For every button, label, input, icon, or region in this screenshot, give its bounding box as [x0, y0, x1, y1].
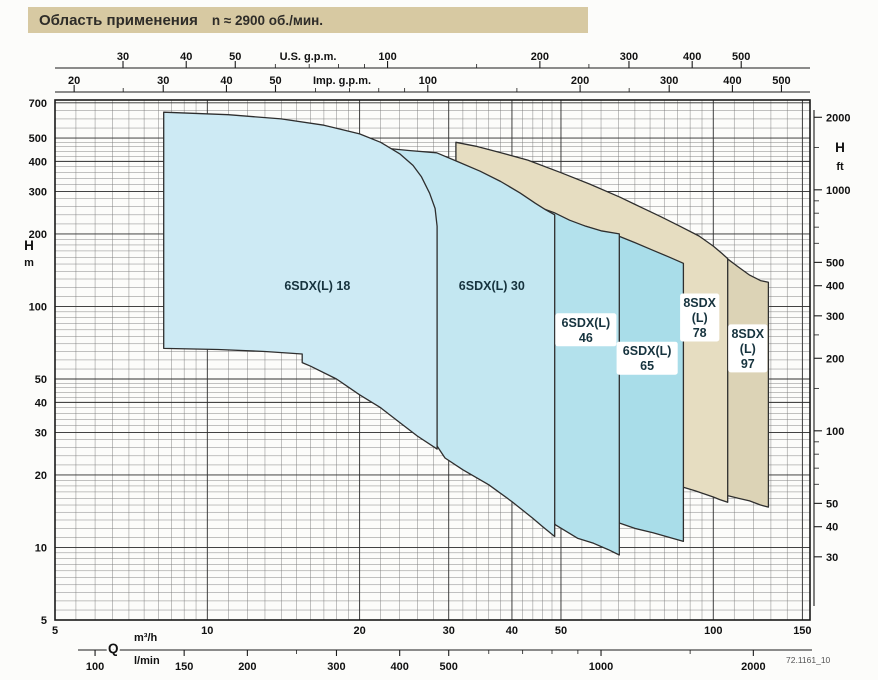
- title-speed: n ≈ 2900 об./мин.: [211, 12, 324, 28]
- svg-text:50: 50: [555, 625, 567, 637]
- region-label: 6SDX(L) 18: [284, 279, 350, 293]
- svg-text:200: 200: [29, 229, 47, 241]
- svg-text:500: 500: [29, 133, 47, 145]
- svg-text:50: 50: [269, 75, 281, 87]
- svg-text:300: 300: [826, 311, 844, 323]
- svg-text:200: 200: [826, 353, 844, 365]
- svg-text:U.S. g.p.m.: U.S. g.p.m.: [280, 51, 337, 63]
- svg-text:500: 500: [826, 257, 844, 269]
- svg-text:40: 40: [180, 51, 192, 63]
- axis-top-us: 30 40 50 100 200 300 400 500 U.S. g.p.m.: [55, 51, 810, 69]
- svg-text:400: 400: [723, 75, 741, 87]
- region-label: 6SDX(L) 30: [459, 279, 525, 293]
- svg-text:400: 400: [391, 661, 409, 673]
- svg-text:10: 10: [201, 625, 213, 637]
- flow-axis-legend: Qm³/h l/min: [106, 630, 162, 669]
- svg-text:1000: 1000: [589, 661, 613, 673]
- title-bar: Область применения n ≈ 2900 об./мин.: [28, 7, 588, 33]
- region-label: (L): [692, 311, 708, 325]
- svg-text:Imp. g.p.m.: Imp. g.p.m.: [313, 75, 371, 87]
- svg-text:1000: 1000: [826, 185, 850, 197]
- head-ft-label: H: [835, 140, 845, 155]
- axis-top-imp: 20 30 40 50 100 200 300 400 500 Imp. g.p.m.: [55, 75, 810, 93]
- svg-text:300: 300: [327, 661, 345, 673]
- region-label: 97: [741, 357, 755, 371]
- svg-text:400: 400: [826, 281, 844, 293]
- svg-text:500: 500: [772, 75, 790, 87]
- svg-text:40: 40: [826, 522, 838, 534]
- m-unit-label: m: [24, 257, 34, 269]
- svg-text:30: 30: [35, 427, 47, 439]
- svg-text:100: 100: [29, 301, 47, 313]
- label-chip: [555, 313, 617, 347]
- region-label: 46: [579, 331, 593, 345]
- svg-text:100: 100: [704, 625, 722, 637]
- svg-text:500: 500: [732, 51, 750, 63]
- region-6sdx-l-18: [163, 111, 438, 450]
- svg-text:300: 300: [660, 75, 678, 87]
- axis-bottom-lmin: 100 150 200 300 400 500 1000 2000: [78, 649, 812, 673]
- drawing-code: 72.1161_10: [786, 655, 831, 665]
- svg-text:100: 100: [378, 51, 396, 63]
- svg-text:300: 300: [620, 51, 638, 63]
- q-label: Q: [108, 641, 119, 656]
- lmin-unit-label: l/min: [134, 655, 160, 667]
- region-label: 8SDX: [731, 327, 764, 341]
- svg-text:40: 40: [35, 397, 47, 409]
- axis-bottom-m3h: 5 10 20 30 40 50 100 150: [52, 625, 812, 637]
- svg-text:150: 150: [175, 661, 193, 673]
- label-chip: [728, 324, 768, 373]
- region-label: 8SDX: [683, 296, 716, 310]
- svg-text:10: 10: [35, 542, 47, 554]
- region-label: 65: [640, 359, 654, 373]
- region-label: 78: [693, 326, 707, 340]
- svg-text:5: 5: [52, 625, 58, 637]
- region-label: 6SDX(L): [562, 316, 611, 330]
- region-label: (L): [740, 342, 756, 356]
- svg-text:400: 400: [683, 51, 701, 63]
- svg-text:50: 50: [229, 51, 241, 63]
- svg-text:50: 50: [35, 374, 47, 386]
- svg-text:40: 40: [220, 75, 232, 87]
- region-label: 6SDX(L): [623, 344, 672, 358]
- svg-text:30: 30: [157, 75, 169, 87]
- svg-text:700: 700: [29, 98, 47, 110]
- svg-text:400: 400: [29, 156, 47, 168]
- m3h-unit-label: m³/h: [134, 632, 158, 644]
- svg-text:100: 100: [419, 75, 437, 87]
- svg-text:100: 100: [826, 426, 844, 438]
- label-chip: [616, 341, 678, 375]
- svg-text:2000: 2000: [741, 661, 765, 673]
- svg-text:200: 200: [531, 51, 549, 63]
- svg-text:150: 150: [793, 625, 811, 637]
- plot-frame: [54, 99, 811, 621]
- svg-text:20: 20: [68, 75, 80, 87]
- svg-text:40: 40: [506, 625, 518, 637]
- svg-text:100: 100: [86, 661, 104, 673]
- svg-text:50: 50: [826, 498, 838, 510]
- region-labels: 6SDX(L) 18 6SDX(L) 306SDX(L)466SDX(L)658S…: [284, 279, 768, 375]
- svg-text:20: 20: [35, 470, 47, 482]
- svg-text:20: 20: [353, 625, 365, 637]
- svg-text:500: 500: [440, 661, 458, 673]
- axis-right-ft: 30 40 50 100 200 300 400 500 1000 2000 Hft: [813, 110, 850, 606]
- label-chip: [680, 293, 720, 342]
- svg-text:30: 30: [443, 625, 455, 637]
- svg-text:200: 200: [571, 75, 589, 87]
- svg-text:30: 30: [826, 552, 838, 564]
- axis-left-m: 5 10 20 30 40 50 100 200 300 400 500 700 Hm: [24, 98, 47, 627]
- svg-text:300: 300: [29, 186, 47, 198]
- svg-text:5: 5: [41, 615, 47, 627]
- ft-unit-label: ft: [836, 161, 844, 173]
- head-m-label: H: [24, 238, 34, 253]
- svg-text:2000: 2000: [826, 112, 850, 124]
- svg-text:200: 200: [238, 661, 256, 673]
- svg-text:30: 30: [117, 51, 129, 63]
- page-title: Область применения: [39, 11, 198, 29]
